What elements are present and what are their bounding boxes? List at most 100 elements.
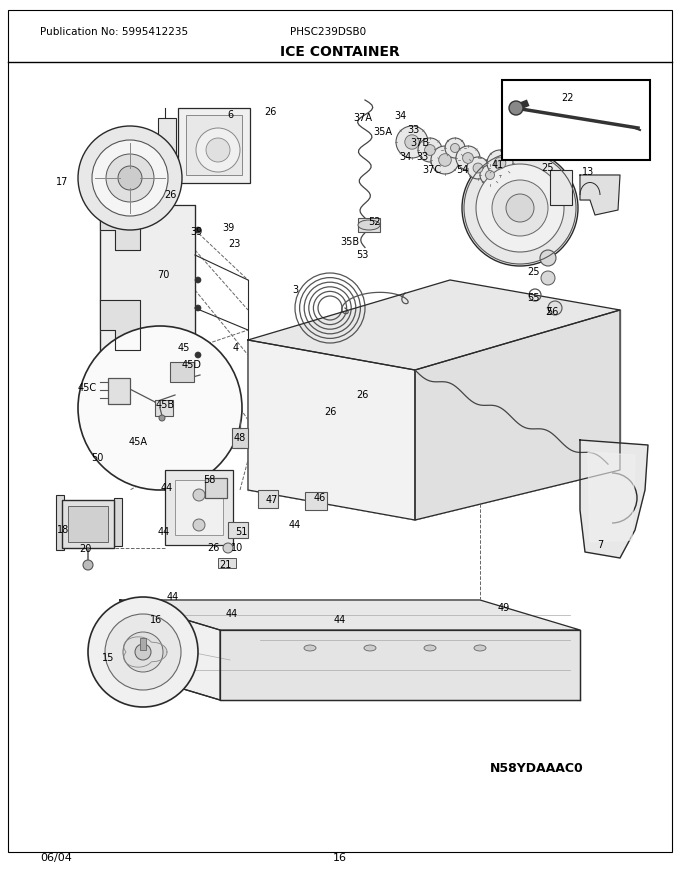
Text: 15: 15	[102, 653, 114, 663]
Polygon shape	[120, 600, 220, 700]
Text: 41: 41	[492, 160, 504, 170]
Polygon shape	[248, 340, 415, 520]
Circle shape	[223, 543, 233, 553]
Bar	[114, 498, 122, 546]
Text: 06/04: 06/04	[40, 853, 72, 863]
Text: 48: 48	[234, 433, 246, 443]
Circle shape	[431, 146, 459, 174]
Polygon shape	[580, 440, 648, 558]
Bar	[178, 108, 250, 183]
Text: 44: 44	[158, 527, 170, 537]
Bar	[56, 495, 64, 550]
Bar	[358, 218, 380, 232]
Ellipse shape	[474, 645, 486, 651]
Text: 46: 46	[314, 493, 326, 503]
Circle shape	[193, 489, 205, 501]
Text: 37C: 37C	[422, 165, 441, 175]
Polygon shape	[220, 630, 580, 700]
Bar	[305, 492, 327, 510]
Text: 16: 16	[150, 615, 162, 625]
Circle shape	[462, 150, 578, 266]
Text: 44: 44	[334, 615, 346, 625]
Bar	[205, 478, 227, 498]
Bar	[258, 490, 278, 508]
Text: 55: 55	[527, 293, 539, 303]
Circle shape	[509, 101, 523, 115]
Circle shape	[487, 150, 513, 176]
Ellipse shape	[364, 645, 376, 651]
Polygon shape	[120, 600, 580, 630]
Circle shape	[78, 126, 182, 230]
Text: 35A: 35A	[373, 127, 392, 137]
Ellipse shape	[424, 645, 436, 651]
Circle shape	[467, 157, 489, 179]
Circle shape	[78, 326, 242, 490]
Circle shape	[424, 144, 435, 156]
Text: 39: 39	[222, 223, 234, 233]
Circle shape	[486, 171, 494, 180]
Text: 21: 21	[219, 560, 231, 570]
Circle shape	[105, 614, 181, 690]
Circle shape	[206, 138, 230, 162]
Text: 18: 18	[57, 525, 69, 535]
Text: 52: 52	[368, 217, 380, 227]
Bar	[165, 470, 233, 545]
Circle shape	[506, 194, 534, 222]
Text: 2: 2	[545, 307, 551, 317]
Text: 25: 25	[528, 267, 540, 277]
Text: 56: 56	[546, 307, 558, 317]
Text: 26: 26	[164, 190, 176, 200]
Bar	[550, 170, 572, 205]
Text: 22: 22	[562, 93, 574, 103]
Text: 70: 70	[157, 270, 169, 280]
Text: 26: 26	[356, 390, 368, 400]
Circle shape	[548, 301, 562, 315]
Text: 17: 17	[56, 177, 68, 187]
Text: N58YDAAAC0: N58YDAAAC0	[490, 761, 583, 774]
Text: 26: 26	[207, 543, 219, 553]
Text: 6: 6	[227, 110, 233, 120]
Circle shape	[439, 154, 452, 166]
Circle shape	[396, 126, 428, 158]
Bar	[158, 118, 176, 173]
Text: 45A: 45A	[129, 437, 148, 447]
Text: 26: 26	[324, 407, 336, 417]
Circle shape	[476, 164, 564, 252]
Polygon shape	[248, 280, 620, 370]
Text: 44: 44	[289, 520, 301, 530]
Text: 33: 33	[407, 125, 419, 135]
Text: ICE CONTAINER: ICE CONTAINER	[280, 45, 400, 59]
Circle shape	[405, 135, 419, 150]
Circle shape	[193, 519, 205, 531]
Polygon shape	[580, 175, 620, 215]
Text: 39: 39	[190, 227, 202, 237]
Bar	[175, 480, 223, 535]
Circle shape	[445, 138, 465, 158]
Text: 45D: 45D	[182, 360, 202, 370]
Text: 23: 23	[228, 239, 240, 249]
Text: 51: 51	[235, 527, 248, 537]
Circle shape	[159, 415, 165, 421]
Circle shape	[106, 154, 154, 202]
Circle shape	[195, 277, 201, 283]
Text: 49: 49	[498, 603, 510, 613]
Text: 7: 7	[597, 540, 603, 550]
Text: 33: 33	[416, 152, 428, 162]
Text: 50: 50	[91, 453, 103, 463]
Circle shape	[462, 152, 473, 164]
Text: 45B: 45B	[156, 400, 175, 410]
Text: PHSC239DSB0: PHSC239DSB0	[290, 27, 366, 37]
Ellipse shape	[304, 645, 316, 651]
Circle shape	[541, 271, 555, 285]
Polygon shape	[100, 300, 140, 350]
Circle shape	[456, 146, 480, 170]
Text: 44: 44	[167, 592, 179, 602]
Circle shape	[83, 560, 93, 570]
Bar	[228, 522, 248, 538]
Text: 25: 25	[542, 163, 554, 173]
Text: 47: 47	[266, 495, 278, 505]
Text: 44: 44	[161, 483, 173, 493]
Text: 26: 26	[264, 107, 276, 117]
Text: 45: 45	[177, 343, 190, 353]
Circle shape	[88, 597, 198, 707]
